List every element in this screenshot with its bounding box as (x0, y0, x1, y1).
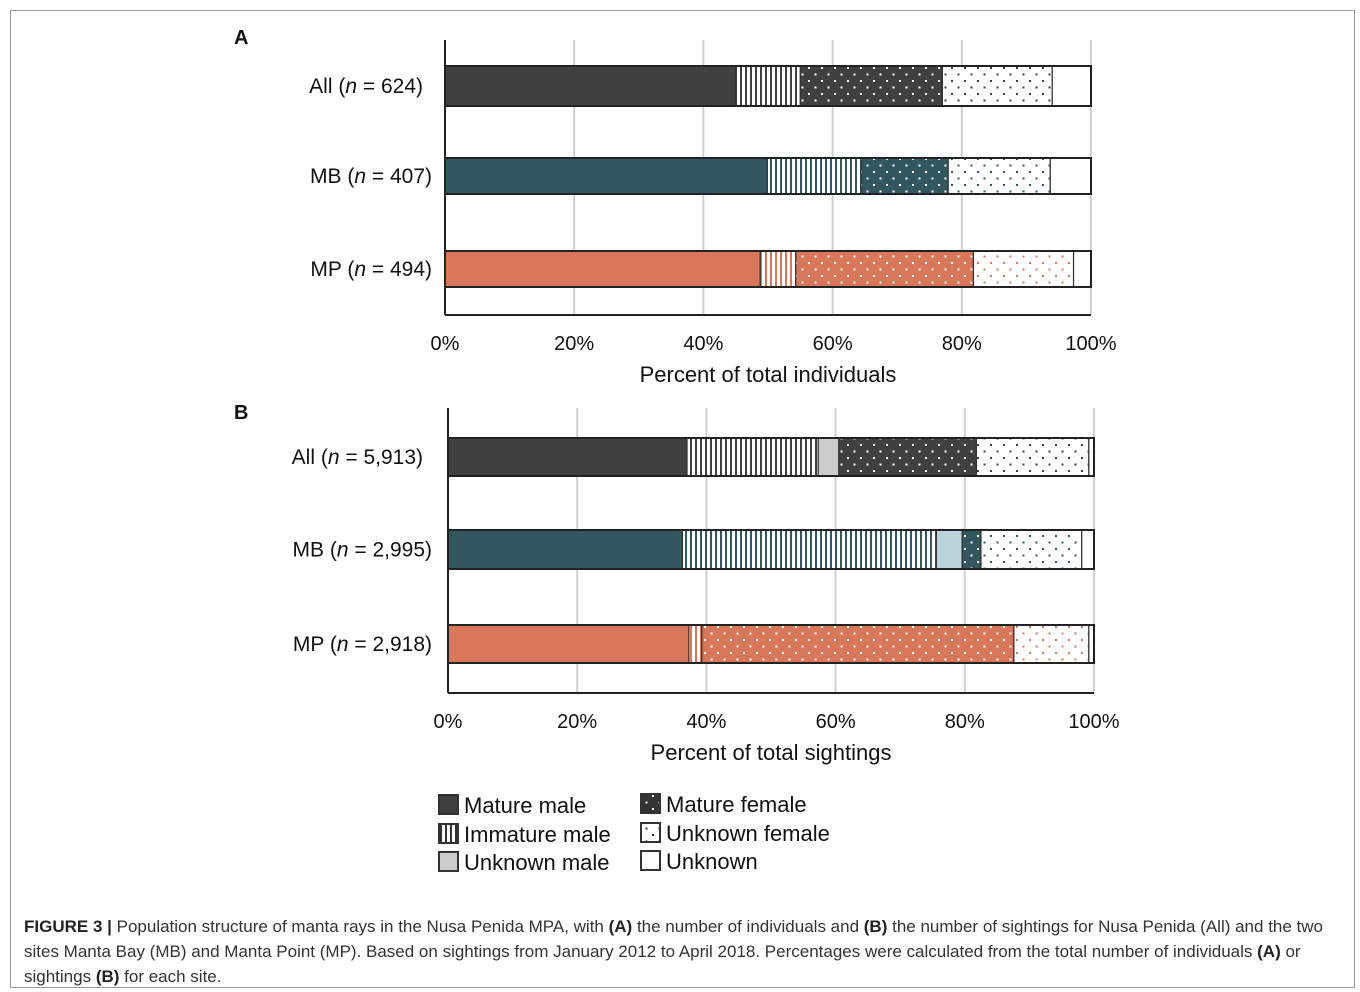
bar-segment-mature-female (701, 624, 1015, 664)
legend-swatch-unknown (640, 850, 661, 871)
caption-bold-3: (A) (1257, 942, 1281, 961)
x-tick-label: 100% (1068, 711, 1119, 733)
panel-a: A All (n = 624) MB (n = 407) MP (n = 494) 0%… (234, 27, 1117, 387)
bar-segment-unknown-female (1013, 624, 1090, 664)
x-tick-label: 80% (945, 711, 985, 733)
bar-segment-mature-male (444, 157, 768, 195)
caption-bold-4: (B) (95, 967, 120, 986)
caption-text-4: or sightings (24, 942, 1301, 986)
x-tick-label: 60% (813, 333, 853, 355)
caption-bold-2: (B) (863, 917, 888, 936)
figure-caption: FIGURE 3 | Population structure of manta… (24, 914, 1344, 989)
bar-segment-immature-male (735, 65, 801, 107)
bar-segment-mature-female (799, 65, 944, 107)
legend-swatch-mature-female (640, 793, 661, 814)
x-axis-label: Percent of total sightings (651, 740, 892, 765)
bar-segment-mature-male (447, 529, 684, 570)
category-label: MB (n = 407) (310, 165, 432, 188)
caption-text-1: Population structure of manta rays in th… (111, 917, 609, 936)
caption-bold-1: (A) (608, 917, 633, 936)
bar-segment-mature-male (447, 624, 690, 664)
bar-segment-unknown (1049, 157, 1092, 195)
panel-letter: A (234, 27, 248, 49)
bar-segment-mature-male (444, 250, 761, 288)
bar-segment-mature-male (447, 437, 688, 477)
bar-segment-unknown-female (947, 157, 1051, 195)
bar-segment-unknown (1072, 250, 1092, 288)
x-tick-label: 40% (686, 711, 726, 733)
legend: Mature male Immature male Unknown male Matu… (438, 792, 830, 875)
x-tick-label: 40% (683, 333, 723, 355)
x-axis-label: Percent of total individuals (640, 362, 897, 387)
legend-swatch-unknown-male (438, 851, 459, 872)
legend-label: Mature male (464, 793, 586, 818)
x-tick-label: 20% (557, 711, 597, 733)
bar-segment-unknown-male (817, 437, 840, 477)
bar-segment-unknown-female (941, 65, 1053, 107)
legend-label: Unknown male (464, 850, 610, 875)
bar-segment-mature-female (860, 157, 949, 195)
bar-segment-immature-male (686, 437, 819, 477)
x-tick-label: 0% (431, 333, 460, 355)
bar-segment-immature-male (759, 250, 797, 288)
caption-text-3: the number of sightings for Nusa Penida … (24, 917, 1323, 961)
bar-segment-immature-male (766, 157, 862, 195)
bar-segment-immature-male (688, 624, 703, 664)
caption-text-2: the number of individuals and (632, 917, 864, 936)
legend-label: Immature male (464, 822, 611, 847)
category-label: MP (n = 2,918) (293, 633, 432, 656)
panel-letter: B (234, 402, 248, 424)
legend-label: Unknown (666, 849, 758, 874)
category-label: All (n = 624) (309, 75, 423, 98)
bar-segment-mature-female (795, 250, 975, 288)
legend-label: Mature female (666, 792, 807, 817)
bar-segment-unknown-female (980, 529, 1083, 570)
caption-text-5: for each site. (119, 967, 222, 986)
panel-b: B All (n = 5,913) MB (n = 2,995) MP (n = 2,… (234, 402, 1120, 765)
bar-segment-unknown-female (975, 437, 1090, 477)
category-label: All (n = 5,913) (292, 446, 423, 469)
x-tick-label: 80% (942, 333, 982, 355)
bar-segment-immature-male (681, 529, 937, 570)
caption-lead: FIGURE 3 | (24, 917, 112, 936)
legend-swatch-unknown-female (640, 822, 661, 843)
category-label: MP (n = 494) (310, 258, 432, 281)
legend-label: Unknown female (666, 821, 830, 846)
bar-segment-unknown (1081, 529, 1095, 570)
bar-segment-unknown-female (972, 250, 1075, 288)
legend-swatch-mature-male (438, 794, 459, 815)
bar-segment-mature-female (838, 437, 978, 477)
figure-frame (10, 10, 1355, 988)
bar-segment-mature-female (961, 529, 982, 570)
bar-segment-mature-male (444, 65, 737, 107)
x-tick-label: 100% (1065, 333, 1116, 355)
chart-figure: A All (n = 624) MB (n = 407) MP (n = 494) 0%… (234, 27, 1120, 875)
bar-segment-unknown (1051, 65, 1092, 107)
x-tick-label: 20% (554, 333, 594, 355)
x-tick-label: 0% (434, 711, 463, 733)
category-label: MB (n = 2,995) (293, 539, 433, 562)
legend-swatch-immature-male (438, 823, 459, 844)
bar-segment-unknown-male (935, 529, 963, 570)
x-tick-label: 60% (816, 711, 856, 733)
